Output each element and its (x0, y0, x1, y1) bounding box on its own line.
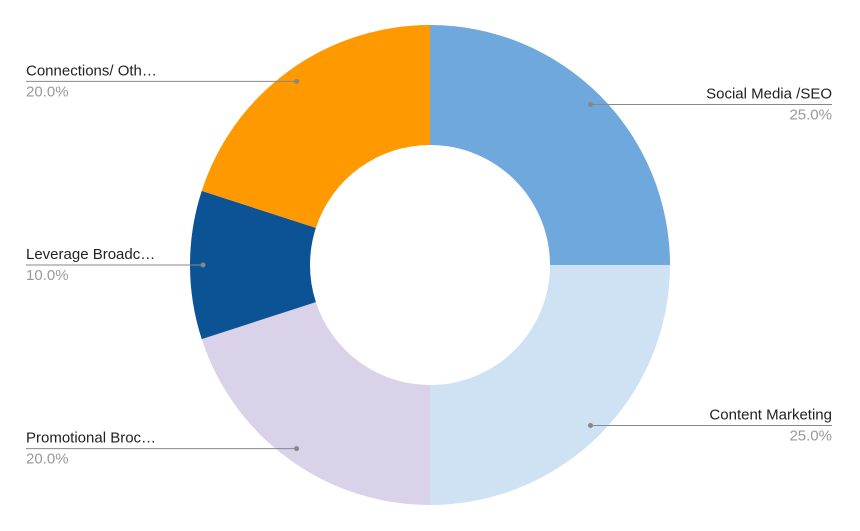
slice-label: Social Media /SEO (706, 85, 832, 102)
slice (430, 265, 670, 505)
slice-value-label: 20.0% (26, 83, 69, 100)
slice (201, 302, 430, 505)
slice-value-label: 25.0% (789, 427, 832, 444)
slice (430, 25, 670, 265)
slice (201, 25, 430, 228)
slice (189, 190, 316, 340)
slice-label: Content Marketing (709, 406, 832, 423)
callout-dot (200, 262, 206, 268)
slice-value-label: 20.0% (26, 451, 69, 468)
callout-dot (294, 446, 300, 452)
callout-dot (588, 101, 594, 107)
callout-dot (294, 78, 300, 84)
slice-label: Promotional Broc… (26, 430, 156, 447)
slice-value-label: 25.0% (789, 106, 832, 123)
callout-dot (588, 423, 594, 429)
slice-label: Leverage Broadc… (26, 246, 155, 263)
slice-label: Connections/ Oth… (26, 62, 157, 79)
slice-value-label: 10.0% (26, 267, 69, 284)
